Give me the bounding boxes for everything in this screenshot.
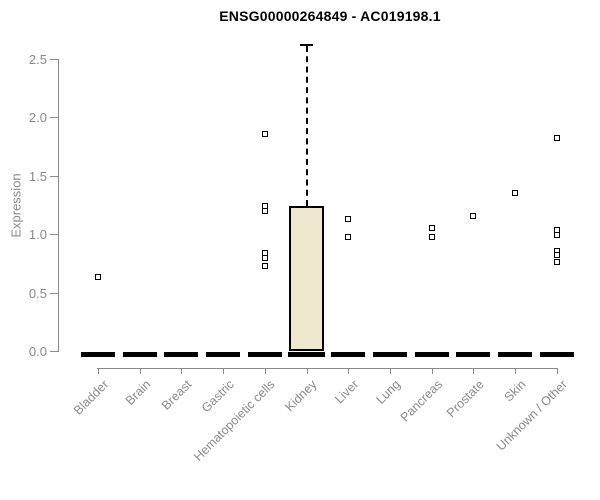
x-tick-label: Breast — [159, 377, 195, 413]
x-tick-mark — [348, 368, 350, 374]
x-tick-mark — [264, 368, 266, 374]
x-tick-mark — [306, 368, 308, 374]
x-tick-label: Pancreas — [397, 377, 445, 425]
outlier-point — [345, 216, 352, 223]
zero-boxplot-bar — [414, 351, 449, 357]
zero-boxplot-bar — [122, 351, 157, 357]
x-tick-label: Liver — [332, 377, 362, 407]
y-tick-label: 2.0 — [28, 110, 47, 126]
outlier-point — [261, 262, 268, 269]
x-tick-mark — [515, 368, 516, 374]
x-tick-label: Brain — [122, 377, 153, 408]
outlier-point — [261, 207, 268, 214]
outlier-point — [95, 274, 101, 281]
whisker-cap — [300, 43, 313, 47]
x-tick-mark — [139, 368, 141, 374]
y-tick-mark — [50, 351, 58, 352]
x-tick-mark — [223, 368, 225, 374]
x-tick-label: Gastric — [198, 377, 237, 416]
x-axis-line — [97, 368, 558, 370]
zero-boxplot-bar — [372, 351, 407, 357]
x-tick-label: Prostate — [443, 377, 487, 421]
y-tick-mark — [50, 292, 58, 294]
outlier-point — [261, 130, 268, 137]
outlier-point — [553, 135, 560, 142]
outlier-point — [553, 259, 560, 266]
x-tick-label: Lung — [373, 377, 404, 407]
y-tick-mark — [50, 59, 58, 60]
y-axis-line — [58, 59, 60, 352]
zero-boxplot-bar — [498, 351, 532, 357]
x-tick-mark — [98, 368, 99, 374]
zero-boxplot-bar — [81, 351, 115, 357]
y-tick-label: 2.5 — [28, 52, 47, 67]
median-bar — [288, 351, 325, 357]
y-tick-mark — [50, 175, 58, 177]
outlier-point — [470, 212, 477, 219]
x-tick-mark — [389, 368, 391, 374]
x-tick-mark — [181, 368, 183, 374]
x-tick-mark — [473, 368, 475, 374]
outlier-point — [553, 252, 560, 259]
y-tick-label: 0.0 — [28, 344, 47, 359]
zero-boxplot-bar — [247, 351, 282, 357]
x-tick-mark — [556, 368, 558, 374]
zero-boxplot-bar — [331, 351, 366, 357]
x-tick-label: Skin — [501, 377, 529, 405]
kidney-box — [289, 206, 324, 351]
zero-boxplot-bar — [539, 351, 574, 357]
chart-title: ENSG00000264849 - AC019198.1 — [219, 8, 441, 24]
y-tick-label: 1.0 — [28, 227, 47, 243]
x-tick-label: Bladder — [70, 377, 112, 418]
x-tick-label: Hematopoietic cells — [191, 377, 279, 464]
x-tick-mark — [431, 368, 433, 374]
y-tick-label: 0.5 — [28, 285, 47, 301]
outlier-point — [553, 232, 560, 239]
outlier-point — [261, 254, 268, 261]
y-tick-mark — [50, 234, 58, 236]
outlier-point — [512, 190, 518, 197]
outlier-point — [345, 233, 352, 240]
y-tick-label: 1.5 — [28, 168, 47, 184]
zero-boxplot-bar — [206, 351, 241, 357]
outlier-point — [553, 226, 560, 233]
upper-whisker — [305, 45, 308, 207]
x-tick-label: Kidney — [282, 377, 320, 415]
y-tick-mark — [50, 117, 58, 119]
outlier-point — [428, 225, 435, 232]
zero-boxplot-bar — [456, 351, 491, 357]
zero-boxplot-bar — [164, 351, 199, 357]
outlier-point — [428, 233, 435, 240]
